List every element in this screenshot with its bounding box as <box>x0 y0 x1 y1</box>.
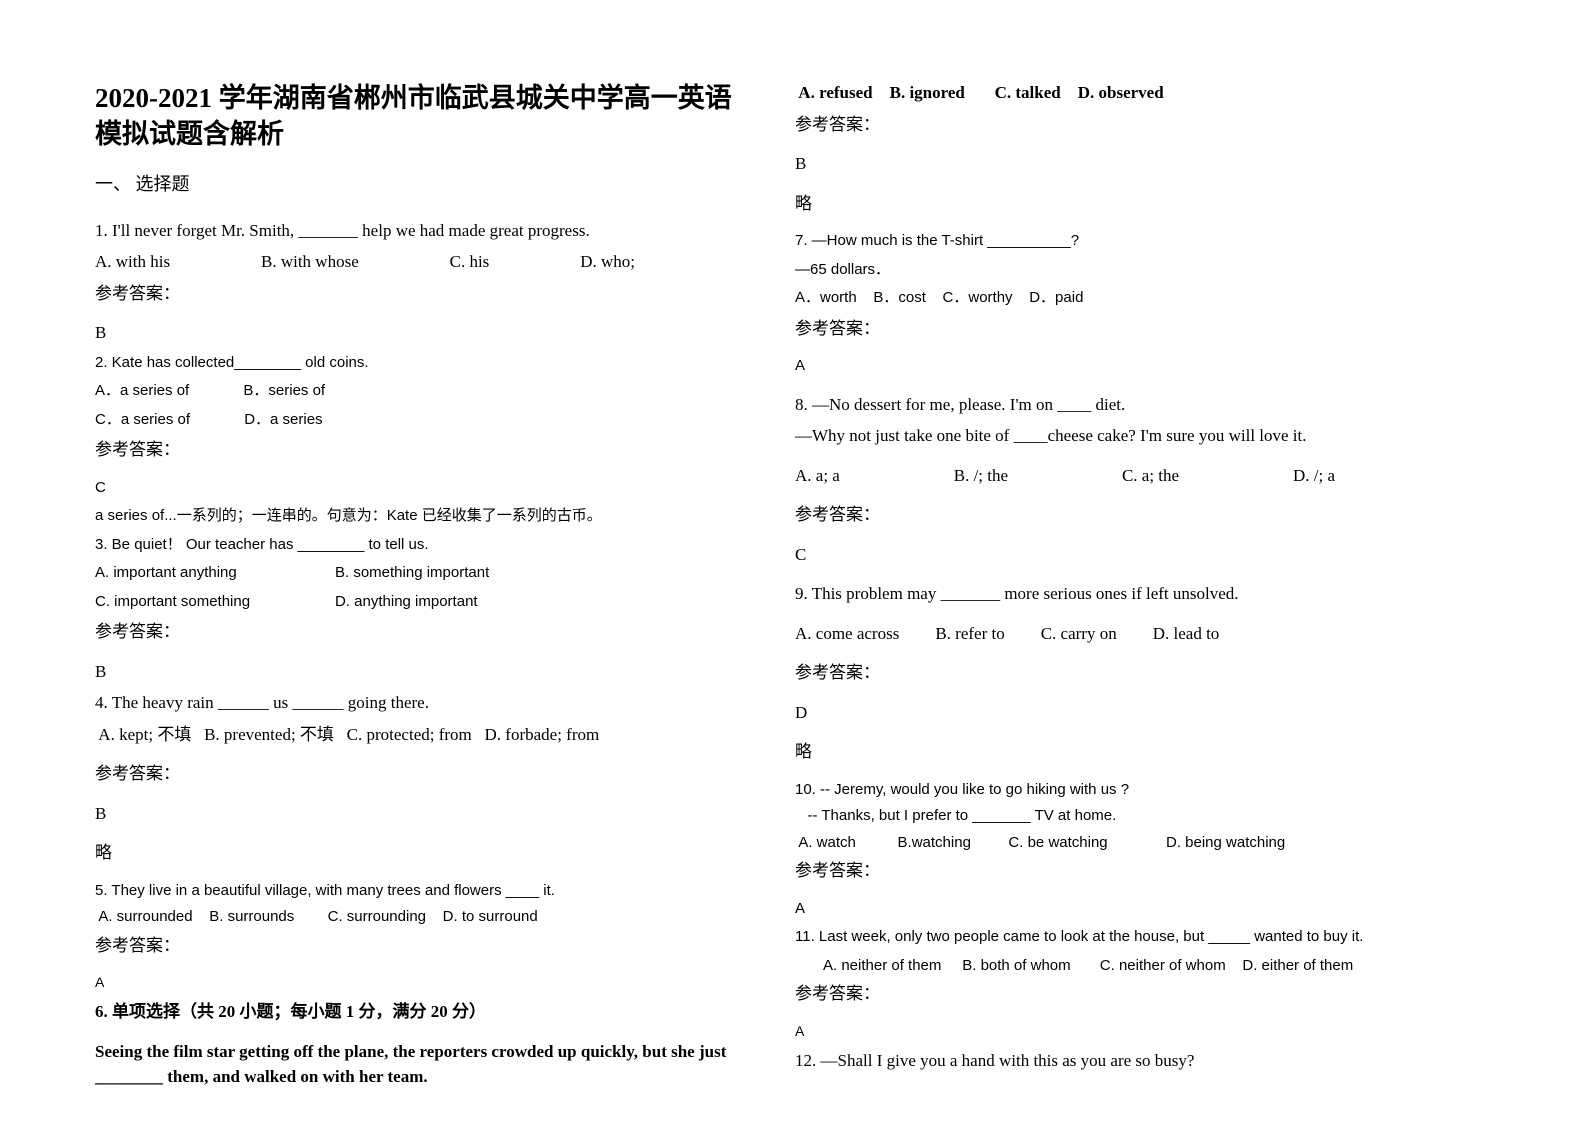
q8-answer: C <box>795 542 1435 568</box>
q6-stem: Seeing the film star getting off the pla… <box>95 1039 735 1090</box>
q4-stem: 4. The heavy rain ______ us ______ going… <box>95 690 735 716</box>
q4-answer-label: 参考答案： <box>95 761 735 787</box>
q11-stem: 11. Last week, only two people came to l… <box>795 926 1435 949</box>
q1-answer-label: 参考答案： <box>95 281 735 307</box>
q1-opt-d: D. who; <box>580 249 635 275</box>
q2-explanation: a series of...一系列的；一连串的。句意为：Kate 已经收集了一系… <box>95 505 735 528</box>
q9-stem: 9. This problem may _______ more serious… <box>795 581 1435 607</box>
q9-opt-a: A. come across <box>795 621 899 647</box>
q6-options: A. refused B. ignored C. talked D. obser… <box>795 80 1435 106</box>
q8-options: A. a; a B. /; the C. a; the D. /; a <box>795 463 1335 489</box>
q3-opt-d: D. anything important <box>335 591 478 614</box>
q3-stem: 3. Be quiet！ Our teacher has ________ to… <box>95 534 735 557</box>
q5-options: A. surrounded B. surrounds C. surroundin… <box>95 906 735 929</box>
q8-line1: 8. —No dessert for me, please. I'm on __… <box>795 392 1435 418</box>
q7-options: A．worth B．cost C．worthy D．paid <box>795 287 1435 310</box>
q8-answer-label: 参考答案： <box>795 502 1435 528</box>
q1-stem: 1. I'll never forget Mr. Smith, _______ … <box>95 218 735 244</box>
q5-answer: A <box>95 972 735 993</box>
q2-stem: 2. Kate has collected________ old coins. <box>95 352 735 375</box>
q2-opt-a: A．a series of <box>95 380 189 403</box>
q8-opt-c: C. a; the <box>1122 463 1179 489</box>
q1-opt-b: B. with whose <box>261 249 359 275</box>
q7-answer-label: 参考答案： <box>795 316 1435 342</box>
q2-opt-d: D．a series <box>244 409 322 432</box>
q9-options: A. come across B. refer to C. carry on D… <box>795 621 1435 647</box>
q7-line2: —65 dollars． <box>795 259 1435 282</box>
q5-stem: 5. They live in a beautiful village, wit… <box>95 880 735 903</box>
doc-title: 2020-2021 学年湖南省郴州市临武县城关中学高一英语模拟试题含解析 <box>95 80 735 153</box>
q3-opt-a: A. important anything <box>95 562 335 585</box>
q10-answer-label: 参考答案： <box>795 858 1435 884</box>
q1-opt-c: C. his <box>450 249 490 275</box>
q11-answer-label: 参考答案： <box>795 981 1435 1007</box>
q4-omit: 略 <box>95 840 735 866</box>
q8-line2: —Why not just take one bite of ____chees… <box>795 423 1435 449</box>
q9-omit: 略 <box>795 739 1435 765</box>
q3-options-row1: A. important anything B. something impor… <box>95 562 735 585</box>
q9-opt-c: C. carry on <box>1041 621 1117 647</box>
q3-answer-label: 参考答案： <box>95 619 735 645</box>
q6-omit: 略 <box>795 191 1435 217</box>
q12-stem: 12. —Shall I give you a hand with this a… <box>795 1048 1435 1074</box>
q11-options: A. neither of them B. both of whom C. ne… <box>795 955 1435 978</box>
q10-options: A. watch B.watching C. be watching D. be… <box>795 832 1435 855</box>
q8-opt-b: B. /; the <box>954 463 1008 489</box>
q3-opt-c: C. important something <box>95 591 335 614</box>
q2-answer-label: 参考答案： <box>95 437 735 463</box>
q11-answer: A <box>795 1021 1435 1042</box>
q2-opt-b: B．series of <box>243 380 325 403</box>
q9-answer-label: 参考答案： <box>795 660 1435 686</box>
q10-line1: 10. -- Jeremy, would you like to go hiki… <box>795 779 1435 802</box>
q1-answer: B <box>95 320 735 346</box>
q10-line2: -- Thanks, but I prefer to _______ TV at… <box>795 805 1435 828</box>
q1-options: A. with his B. with whose C. his D. who; <box>95 249 635 275</box>
section-heading: 一、 选择题 <box>95 171 735 198</box>
q5-answer-label: 参考答案： <box>95 933 735 959</box>
q7-answer: A <box>795 355 1435 378</box>
q3-answer: B <box>95 659 735 685</box>
q6-answer-label: 参考答案： <box>795 112 1435 138</box>
q8-opt-a: A. a; a <box>795 463 840 489</box>
left-column: 2020-2021 学年湖南省郴州市临武县城关中学高一英语模拟试题含解析 一、 … <box>95 80 735 1094</box>
q9-answer: D <box>795 700 1435 726</box>
q6-answer: B <box>795 151 1435 177</box>
q2-options-row2: C．a series of D．a series <box>95 409 735 432</box>
q9-opt-d: D. lead to <box>1153 621 1220 647</box>
q9-opt-b: B. refer to <box>935 621 1004 647</box>
document-page: 2020-2021 学年湖南省郴州市临武县城关中学高一英语模拟试题含解析 一、 … <box>0 0 1587 1134</box>
q8-opt-d: D. /; a <box>1293 463 1335 489</box>
right-column: A. refused B. ignored C. talked D. obser… <box>795 80 1435 1094</box>
q3-options-row2: C. important something D. anything impor… <box>95 591 735 614</box>
q3-opt-b: B. something important <box>335 562 489 585</box>
q4-answer: B <box>95 801 735 827</box>
q6-header: 6. 单项选择（共 20 小题；每小题 1 分，满分 20 分） <box>95 999 735 1025</box>
q1-opt-a: A. with his <box>95 249 170 275</box>
q7-line1: 7. —How much is the T-shirt __________? <box>795 230 1435 253</box>
q2-answer: C <box>95 477 735 500</box>
q2-options-row1: A．a series of B．series of <box>95 380 735 403</box>
q10-answer: A <box>795 898 1435 921</box>
q2-opt-c: C．a series of <box>95 409 190 432</box>
q4-options: A. kept; 不填 B. prevented; 不填 C. protecte… <box>95 722 735 748</box>
